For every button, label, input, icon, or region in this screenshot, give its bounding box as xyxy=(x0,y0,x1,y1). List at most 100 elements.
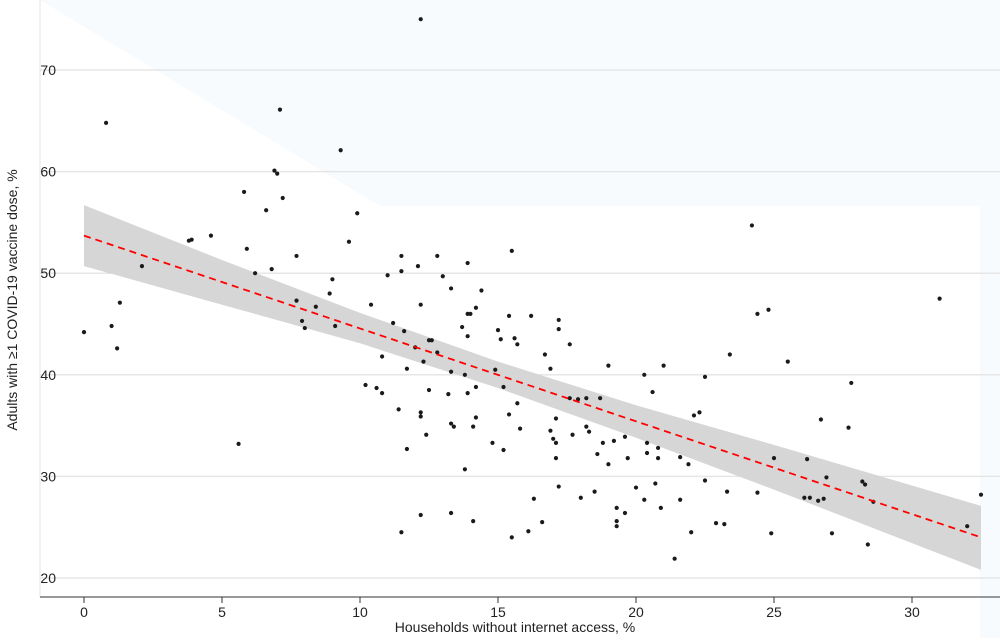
data-point xyxy=(495,327,501,333)
data-point xyxy=(821,496,826,501)
data-point xyxy=(769,531,774,536)
data-point xyxy=(655,456,661,461)
data-point xyxy=(584,396,589,401)
data-point xyxy=(490,440,495,445)
data-point xyxy=(81,330,87,335)
data-point xyxy=(426,387,432,393)
data-point xyxy=(625,456,630,461)
data-point xyxy=(302,325,307,331)
data-point xyxy=(689,530,694,535)
data-point xyxy=(553,440,559,445)
data-point xyxy=(540,520,545,525)
data-point xyxy=(517,426,523,431)
data-point xyxy=(330,277,335,282)
data-point xyxy=(338,148,343,153)
data-point xyxy=(672,556,677,561)
confidence-band xyxy=(84,205,981,570)
data-point xyxy=(479,288,484,293)
data-point xyxy=(592,489,597,494)
data-point xyxy=(697,410,702,415)
data-point xyxy=(448,510,454,516)
data-point xyxy=(771,456,777,461)
data-point xyxy=(578,495,583,500)
data-point xyxy=(280,195,285,201)
data-point xyxy=(846,425,851,430)
data-point xyxy=(465,260,470,266)
data-point xyxy=(208,233,214,238)
data-point xyxy=(399,530,404,535)
data-point xyxy=(785,359,790,364)
data-point xyxy=(368,302,374,307)
data-point xyxy=(468,311,473,316)
data-point xyxy=(678,497,683,502)
data-point xyxy=(749,223,755,228)
data-point xyxy=(424,432,429,437)
data-point xyxy=(498,337,503,342)
data-point xyxy=(724,489,730,494)
data-point xyxy=(556,317,561,323)
data-point xyxy=(644,440,650,445)
data-point xyxy=(653,481,658,486)
data-point xyxy=(553,416,559,421)
data-point xyxy=(244,246,249,251)
data-point xyxy=(937,296,942,301)
data-point xyxy=(644,450,650,456)
data-point xyxy=(506,412,512,417)
data-point xyxy=(570,432,575,437)
y-tick-label: 20 xyxy=(40,570,56,586)
data-point xyxy=(421,359,426,364)
data-point xyxy=(614,505,619,510)
data-point xyxy=(611,438,617,443)
data-point xyxy=(473,384,479,390)
data-point xyxy=(471,519,476,524)
x-tick-label: 15 xyxy=(490,604,506,620)
data-point xyxy=(642,497,647,502)
data-point xyxy=(117,300,122,305)
x-tick-label: 0 xyxy=(80,604,88,620)
data-point xyxy=(333,323,338,329)
data-point xyxy=(686,462,691,467)
data-point xyxy=(553,456,559,461)
x-tick-label: 5 xyxy=(218,604,226,620)
data-point xyxy=(115,346,120,351)
y-tick-label: 40 xyxy=(40,367,56,383)
y-tick-label: 30 xyxy=(40,468,56,484)
data-point xyxy=(865,542,870,547)
data-point xyxy=(622,434,628,439)
data-point xyxy=(818,417,824,422)
data-point xyxy=(272,168,277,173)
data-point xyxy=(755,490,760,495)
data-point xyxy=(509,248,514,253)
data-point xyxy=(575,397,581,402)
x-tick-label: 30 xyxy=(904,604,920,620)
data-point xyxy=(702,478,708,483)
data-point xyxy=(236,441,241,446)
data-point xyxy=(275,171,280,176)
x-tick-label: 10 xyxy=(352,604,368,620)
x-tick-label: 20 xyxy=(628,604,644,620)
data-point xyxy=(501,447,506,453)
data-point xyxy=(327,291,332,296)
data-point xyxy=(512,336,517,341)
data-point xyxy=(802,495,807,500)
data-point xyxy=(418,410,423,415)
regression-line xyxy=(83,234,982,539)
y-tick-label: 60 xyxy=(40,164,56,180)
data-point xyxy=(584,424,589,429)
data-point xyxy=(139,263,145,269)
data-point xyxy=(595,451,600,457)
data-point xyxy=(965,524,970,529)
data-point xyxy=(622,510,628,516)
x-axis-label: Households without internet access, % xyxy=(395,619,635,635)
data-point xyxy=(473,305,479,310)
data-point xyxy=(346,239,352,244)
data-point xyxy=(379,354,385,359)
data-point xyxy=(404,366,410,371)
data-point xyxy=(269,267,274,272)
data-point xyxy=(567,342,572,347)
data-point xyxy=(418,512,423,518)
data-point xyxy=(702,374,708,379)
data-point xyxy=(586,429,592,434)
data-point xyxy=(614,519,619,524)
